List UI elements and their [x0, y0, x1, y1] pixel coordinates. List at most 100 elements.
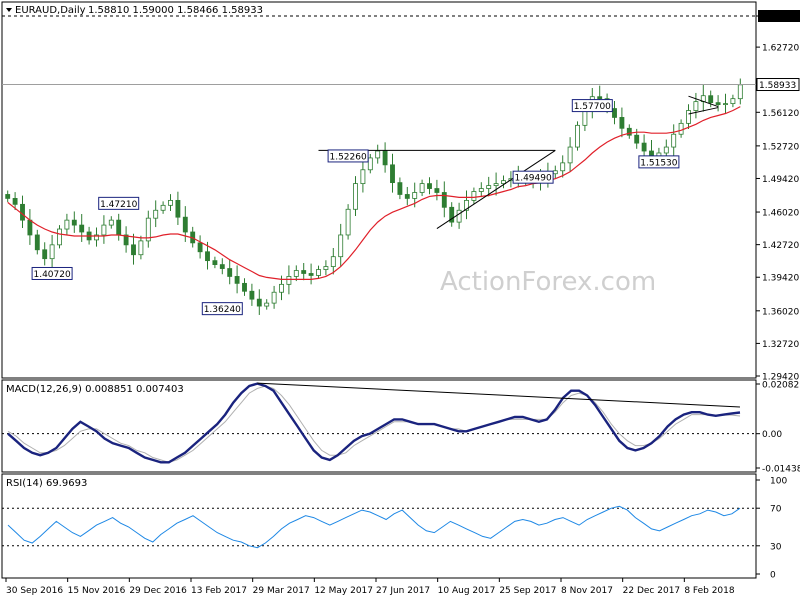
candle-body — [12, 198, 18, 205]
price-tick-label: 1.46020 — [762, 209, 799, 219]
candle-body — [227, 268, 233, 277]
date-tick-label: 8 Feb 2018 — [684, 586, 735, 596]
candle-body — [397, 182, 403, 195]
current-price-label: 1.58933 — [759, 81, 796, 91]
candle-body — [552, 170, 558, 175]
candle-body — [286, 276, 292, 285]
candle-body — [434, 188, 440, 193]
moving-average-line — [7, 106, 741, 280]
price-tick-label: 1.29420 — [762, 373, 799, 383]
candle-body — [730, 98, 736, 105]
candle-body — [138, 240, 144, 256]
candle-body — [567, 146, 573, 164]
candle-body — [493, 183, 499, 186]
candle-body — [131, 244, 136, 256]
date-tick-label: 27 Jun 2017 — [376, 586, 430, 596]
candle-body — [5, 194, 11, 199]
candle-body — [197, 242, 203, 253]
candle-body — [501, 180, 506, 185]
candle-body — [175, 199, 181, 218]
candle-body — [271, 291, 277, 304]
candle-body — [330, 256, 336, 267]
macd-tick-label: 0.00 — [762, 430, 782, 440]
candle-body — [486, 185, 492, 189]
candle-body — [34, 234, 40, 251]
annotation-box — [201, 302, 243, 316]
current-price-box — [756, 78, 800, 92]
price-candles — [5, 78, 743, 315]
annotation-label: 1.49490 — [514, 174, 551, 184]
candle-body — [671, 133, 677, 148]
candle-body — [160, 204, 166, 211]
annotation-box — [31, 266, 73, 280]
candle-body — [641, 142, 647, 152]
candle-body — [308, 273, 314, 276]
price-tick-label: 1.49420 — [762, 175, 799, 185]
macd-axis: 0.020827 0.00 -0.014386 — [2, 381, 800, 475]
macd-tick-label: -0.014386 — [762, 465, 800, 475]
candle-body — [353, 183, 358, 210]
annotation-label: 1.51530 — [640, 158, 677, 168]
candle-body — [316, 269, 321, 276]
candle-body — [412, 192, 418, 199]
date-tick-label: 15 Nov 2016 — [68, 586, 126, 596]
candle-body — [464, 199, 469, 211]
candle-body — [404, 194, 410, 199]
chevron-down-icon[interactable] — [6, 8, 12, 12]
date-tick-label: 12 May 2017 — [314, 586, 373, 596]
candle-body — [182, 216, 188, 233]
price-tick-label: 1.32720 — [762, 340, 799, 350]
rising-support-trendline — [436, 150, 556, 229]
annotation-box — [327, 149, 369, 163]
candle-body — [419, 183, 425, 193]
price-tick-label: 1.56120 — [762, 109, 799, 119]
candle-body — [715, 102, 721, 105]
macd-trendline — [257, 382, 741, 408]
macd-signal-line — [7, 385, 741, 463]
date-tick-label: 29 Mar 2017 — [253, 586, 310, 596]
candle-body — [737, 84, 743, 100]
candle-body — [64, 219, 70, 230]
candle-body — [293, 270, 299, 277]
date-tick-label: 25 Sep 2017 — [499, 586, 556, 596]
candle-body — [626, 127, 632, 136]
candle-body — [634, 134, 640, 144]
candle-body — [301, 270, 307, 274]
annotation-label: 1.36240 — [204, 305, 241, 315]
candle-body — [582, 110, 588, 126]
annotation-box — [571, 99, 613, 113]
annotation-label: 1.47210 — [100, 200, 137, 210]
candle-body — [560, 162, 566, 172]
date-tick-label: 10 Aug 2017 — [438, 586, 496, 596]
resistance-line: 1.65870 — [2, 10, 800, 23]
price-panel-frame — [1, 1, 757, 379]
date-tick-label: 13 Feb 2017 — [191, 586, 247, 596]
candle-body — [360, 169, 366, 185]
annotation-box — [98, 196, 140, 210]
macd-line — [7, 382, 741, 464]
candle-body — [94, 234, 99, 241]
candle-body — [168, 199, 173, 206]
date-axis: 30 Sep 2016 15 Nov 2016 29 Dec 2016 13 Feb … — [5, 578, 735, 596]
candle-body — [79, 224, 85, 233]
candle-body — [101, 224, 107, 236]
candle-body — [375, 150, 381, 159]
price-tick-label: 1.39420 — [762, 274, 799, 284]
rsi-line — [7, 505, 741, 549]
annotation-label: 1.57700 — [574, 102, 611, 112]
resistance-price-label: 1.65870 — [760, 13, 797, 23]
candle-body — [382, 150, 388, 166]
candle-body — [256, 298, 262, 307]
candle-body — [279, 283, 284, 293]
candle-body — [42, 249, 48, 260]
candle-body — [456, 209, 462, 223]
candle-body — [723, 103, 728, 106]
macd-tick-label: 0.020827 — [762, 381, 800, 391]
candle-body — [345, 208, 351, 236]
candle-body — [663, 146, 669, 154]
candle-body — [323, 266, 329, 270]
candle-body — [471, 191, 477, 201]
price-tick-label: 1.42720 — [762, 241, 799, 251]
rsi-title: RSI(14) 69.9693 — [6, 478, 87, 489]
